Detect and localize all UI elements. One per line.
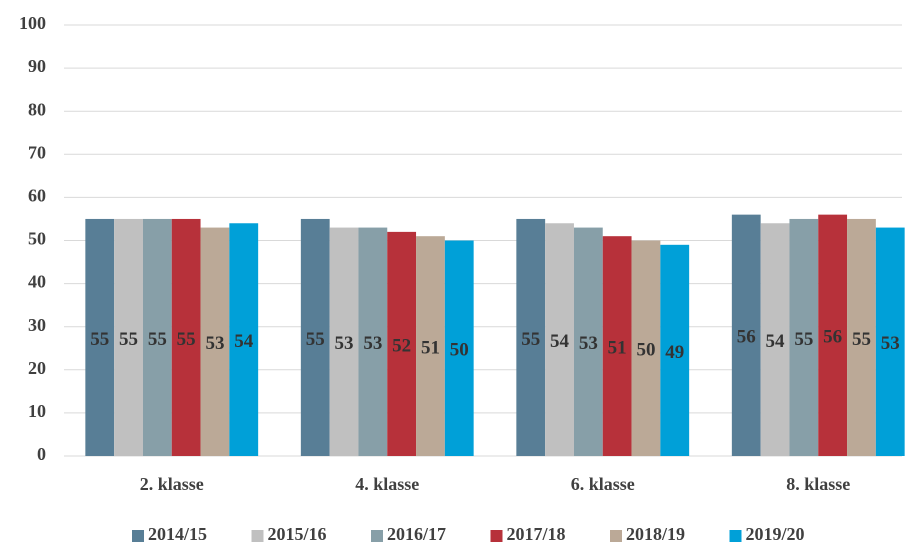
x-tick-label: 2. klasse: [140, 474, 204, 494]
legend-swatch: [251, 530, 264, 542]
data-label: 55: [794, 329, 813, 350]
legend-swatch: [371, 530, 383, 542]
data-label: 56: [823, 327, 842, 348]
data-label: 50: [450, 340, 469, 361]
bar: [358, 227, 388, 456]
y-tick-label: 10: [28, 401, 46, 421]
data-label: 55: [177, 329, 196, 350]
legend-label: 2017/18: [507, 524, 566, 544]
data-label: 55: [90, 329, 109, 350]
bar: [573, 227, 603, 456]
data-label: 54: [550, 331, 570, 352]
legend-swatch: [490, 530, 503, 542]
data-label: 54: [766, 331, 786, 352]
data-label: 56: [737, 327, 756, 348]
y-tick-label: 80: [28, 99, 46, 119]
bar: [875, 227, 905, 456]
bar: [760, 223, 790, 456]
x-tick-label: 4. klasse: [355, 474, 419, 494]
data-label: 53: [579, 333, 598, 354]
legend-swatch: [729, 530, 742, 542]
bar: [847, 218, 876, 456]
data-label: 53: [363, 333, 382, 354]
bar: [789, 218, 819, 456]
data-label: 51: [421, 337, 440, 358]
data-label: 55: [119, 329, 138, 350]
data-label: 55: [148, 329, 167, 350]
y-tick-label: 90: [28, 56, 46, 76]
legend-label: 2015/16: [268, 524, 327, 544]
bar: [387, 231, 417, 456]
data-label: 54: [234, 331, 254, 352]
bar: [300, 218, 330, 456]
data-label: 53: [881, 333, 900, 354]
bar: [229, 223, 259, 456]
y-tick-label: 70: [28, 142, 46, 162]
bar: [416, 236, 445, 456]
data-label: 55: [852, 329, 871, 350]
bar: [200, 227, 230, 456]
legend-label: 2018/19: [626, 524, 685, 544]
legend-label: 2019/20: [746, 524, 805, 544]
bar: [731, 214, 761, 456]
bar: [631, 240, 661, 456]
data-label: 55: [306, 329, 325, 350]
bar: [660, 244, 690, 456]
legend-label: 2016/17: [387, 524, 446, 544]
data-label: 49: [665, 342, 684, 363]
bar: [602, 236, 632, 456]
bar: [545, 223, 574, 456]
bar: [85, 218, 115, 456]
y-tick-label: 50: [28, 229, 46, 249]
y-tick-label: 60: [28, 186, 46, 206]
bar: [444, 240, 474, 456]
bar: [818, 214, 848, 456]
y-tick-label: 30: [28, 315, 46, 335]
y-tick-label: 40: [28, 272, 46, 292]
data-label: 50: [636, 340, 655, 361]
y-tick-label: 20: [28, 358, 46, 378]
y-tick-label: 0: [37, 444, 46, 464]
bar: [142, 218, 172, 456]
data-label: 53: [205, 333, 224, 354]
y-tick-label: 100: [19, 13, 46, 33]
data-label: 55: [521, 329, 540, 350]
bar: [114, 218, 143, 456]
legend-swatch: [132, 530, 144, 542]
bar: [329, 227, 359, 456]
x-tick-label: 8. klasse: [786, 474, 850, 494]
data-label: 52: [392, 335, 411, 356]
x-tick-label: 6. klasse: [571, 474, 635, 494]
legend-swatch: [610, 530, 622, 542]
data-label: 51: [608, 337, 627, 358]
data-label: 53: [335, 333, 354, 354]
bar: [171, 218, 201, 456]
legend-label: 2014/15: [148, 524, 207, 544]
bar: [516, 218, 546, 456]
